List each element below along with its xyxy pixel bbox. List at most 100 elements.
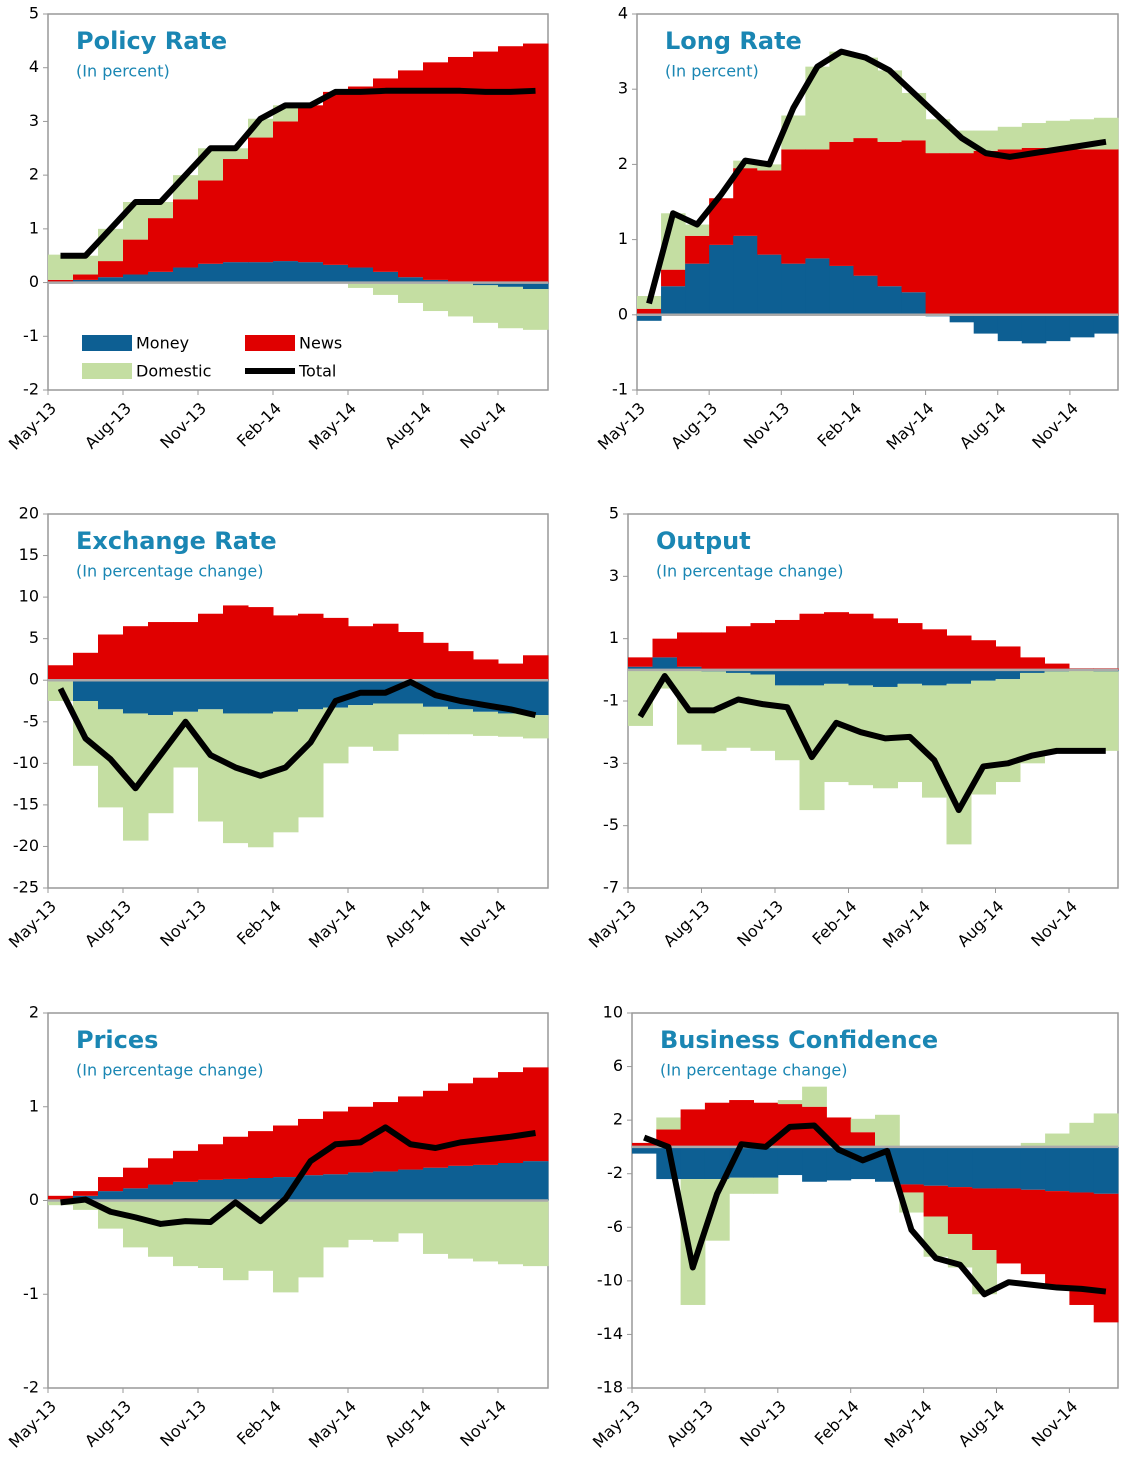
bar-segment	[473, 711, 499, 736]
x-tick-label: May-13	[589, 1397, 644, 1452]
bar-segment	[661, 269, 686, 287]
bar-segment	[947, 1146, 973, 1188]
bar-segment	[198, 180, 224, 264]
bar-segment	[173, 267, 199, 283]
bar-segment	[73, 255, 99, 275]
bar-segment	[498, 286, 524, 329]
y-tick-label: 2	[613, 1110, 623, 1129]
y-tick-label: -6	[607, 1217, 623, 1236]
bar-segment	[848, 613, 874, 670]
bar-segment	[373, 1200, 399, 1242]
bar-segment	[348, 282, 374, 288]
bar-segment	[897, 669, 923, 684]
bar-segment	[148, 680, 174, 716]
bar-segment	[398, 277, 424, 283]
bar-segment	[198, 148, 224, 181]
y-tick-label: -2	[607, 1163, 623, 1182]
bar-segment	[523, 680, 549, 716]
bar-segment	[348, 705, 374, 747]
y-tick-label: 2	[29, 1003, 39, 1022]
x-tick-label: May-13	[585, 897, 640, 952]
bar-segment	[726, 669, 751, 673]
bar-segment	[148, 1158, 174, 1185]
y-tick-label: 1	[29, 218, 39, 237]
total-line	[60, 1124, 536, 1227]
y-tick-label: -2	[23, 380, 39, 399]
y-tick-label: 2	[29, 165, 39, 184]
bar-segment	[423, 642, 449, 681]
bar-segment	[448, 1165, 474, 1201]
y-tick-label: 0	[29, 1190, 39, 1209]
y-tick-label: 0	[29, 670, 39, 689]
bar-segment	[1020, 1189, 1046, 1275]
bar-segment	[123, 274, 149, 283]
y-tick-label: 20	[19, 504, 39, 523]
x-tick-label: Aug-14	[954, 897, 1008, 951]
bar-segment	[173, 1200, 199, 1267]
panel: -2 -1 0 1 2 May-13 Aug-13 Nov-13 Feb-14 May-14 Aug…	[5, 1003, 549, 1452]
bar-segment	[248, 137, 274, 263]
bar-segment	[949, 153, 975, 315]
bar-segment	[947, 1187, 973, 1234]
bar-segment	[373, 282, 399, 295]
y-tick-label: -10	[13, 753, 39, 772]
x-tick-label: May-14	[305, 1397, 360, 1452]
bar-segment	[48, 665, 74, 681]
x-tick-label: Nov-14	[1028, 1397, 1082, 1451]
bar-segment	[923, 1185, 949, 1217]
bar-segment	[48, 1195, 74, 1201]
bar-segment	[729, 1177, 754, 1194]
bar-segment	[498, 713, 524, 737]
x-tick-label: Aug-14	[381, 399, 435, 453]
y-tick-label: 10	[603, 1003, 623, 1022]
legend-label: Domestic	[136, 362, 211, 381]
bar-segment	[632, 1146, 657, 1154]
bar-segment	[1069, 149, 1095, 315]
bar-segment	[173, 680, 199, 712]
bar-segment	[423, 1200, 449, 1254]
bar-segment	[1021, 123, 1047, 148]
bar-segment	[1069, 669, 1094, 751]
x-tick-label: Aug-13	[81, 897, 135, 951]
bar-segment	[223, 159, 249, 263]
bar-segment	[48, 254, 74, 280]
y-tick-label: -2	[23, 1378, 39, 1397]
bar-segment	[498, 1163, 524, 1201]
bar-segment	[73, 680, 99, 701]
bar-segment	[223, 148, 249, 160]
legend-swatch	[245, 335, 295, 351]
x-tick-label: Aug-13	[663, 1397, 717, 1451]
bar-segment	[704, 1102, 730, 1147]
bar-segment	[473, 1200, 499, 1262]
bar-segment	[148, 622, 174, 681]
bar-segment	[726, 626, 751, 670]
bar-segment	[273, 121, 299, 262]
bar-segment	[248, 1131, 274, 1178]
bar-segment	[498, 46, 524, 283]
bar-segment	[805, 149, 830, 259]
bar-segment	[348, 1200, 374, 1240]
bar-segment	[198, 613, 224, 681]
bar-segment	[448, 282, 474, 317]
bar-segment	[373, 1171, 399, 1201]
bar-segment	[1044, 671, 1070, 751]
bar-segment	[498, 1200, 524, 1265]
bar-segment	[198, 1179, 224, 1201]
bar-segment	[423, 1090, 449, 1168]
bar-segment	[805, 258, 830, 315]
legend-label: News	[299, 334, 342, 353]
bar-segment	[775, 619, 800, 670]
y-tick-label: 5	[29, 628, 39, 647]
bar-segment	[922, 629, 947, 670]
bar-segment	[750, 674, 776, 751]
y-tick-label: 4	[29, 57, 39, 76]
bar-segment	[198, 1144, 224, 1180]
bar-segment	[473, 51, 499, 283]
panel: -18 -14 -10 -6 -2 2 6 10 May-13 Aug-13 Nov-13 Feb-1…	[589, 1003, 1119, 1452]
bar-segment	[298, 680, 324, 710]
chart-title: Policy Rate	[76, 27, 227, 55]
bar-segment	[123, 1188, 149, 1201]
bar-segment	[757, 164, 782, 171]
bar-segment	[799, 613, 825, 670]
bar-segment	[423, 1167, 449, 1201]
